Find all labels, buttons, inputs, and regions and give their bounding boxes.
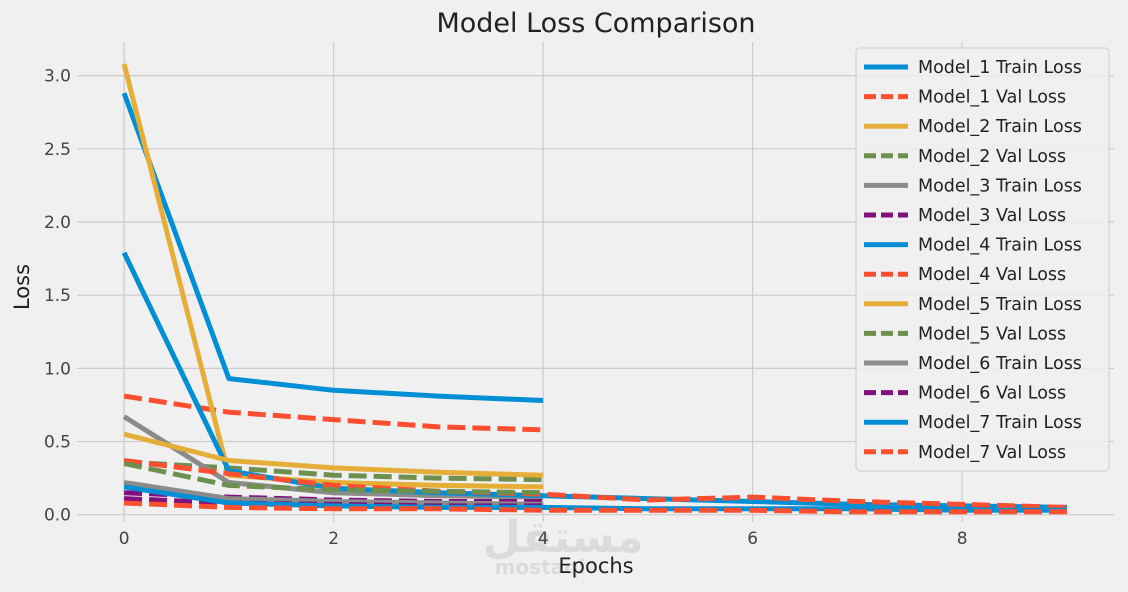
y-tick-label: 1.0 [44, 359, 71, 379]
legend-label: Model_6 Train Loss [918, 354, 1082, 374]
y-axis-label: Loss [10, 264, 34, 310]
legend-label: Model_2 Val Loss [918, 147, 1066, 167]
x-tick-label: 4 [538, 529, 549, 549]
x-tick-label: 6 [747, 529, 758, 549]
legend-label: Model_4 Val Loss [918, 265, 1066, 285]
legend-label: Model_7 Val Loss [918, 443, 1066, 463]
y-tick-label: 1.5 [44, 286, 71, 306]
x-tick-label: 2 [328, 529, 339, 549]
x-axis-label: Epochs [558, 554, 633, 578]
y-tick-label: 2.5 [44, 140, 71, 160]
y-tick-label: 3.0 [44, 67, 71, 87]
watermark-latin-text: mostaql [495, 555, 586, 579]
legend-label: Model_5 Val Loss [918, 324, 1066, 344]
legend-label: Model_6 Val Loss [918, 384, 1066, 404]
legend-label: Model_5 Train Loss [918, 295, 1082, 315]
legend-frame [855, 47, 1110, 472]
y-tick-label: 2.0 [44, 213, 71, 233]
legend: Model_1 Train Loss Model_1 Val Loss Model_… [855, 47, 1110, 472]
series-line-model-1-val-loss [123, 393, 544, 433]
watermark-arabic-text: مستقل [483, 512, 644, 563]
series-line-model-5-train-loss [123, 431, 544, 478]
series-line-model-4-val-loss [123, 458, 1067, 510]
x-tick-label: 8 [957, 529, 968, 549]
y-tick-label: 0.0 [44, 506, 71, 526]
y-tick-label: 0.5 [44, 433, 71, 453]
legend-label: Model_1 Val Loss [918, 88, 1066, 108]
series-line-model-2-val-loss [123, 459, 544, 483]
legend-label: Model_1 Train Loss [918, 58, 1082, 78]
watermark: مستقل mostaql [483, 512, 644, 579]
x-tick-label: 0 [119, 529, 130, 549]
legend-label: Model_3 Val Loss [918, 206, 1066, 226]
tick-labels: 0 2 4 6 8 0.0 0.5 1.0 1.5 2.0 2.5 3.0 [44, 67, 968, 549]
series-line-model-1-train-loss [121, 92, 544, 403]
chart-title: Model Loss Comparison [436, 8, 755, 39]
series-line-model-6-train-loss [123, 480, 544, 507]
series-lines [121, 63, 1067, 515]
legend-label: Model_2 Train Loss [918, 117, 1082, 137]
series-line-model-7-val-loss [123, 500, 1067, 515]
legend-label: Model_3 Train Loss [918, 176, 1082, 196]
legend-label: Model_7 Train Loss [918, 413, 1082, 433]
series-line-model-5-val-loss [123, 461, 544, 496]
legend-label: Model_4 Train Loss [918, 236, 1082, 256]
series-line-model-2-train-loss [121, 63, 544, 490]
